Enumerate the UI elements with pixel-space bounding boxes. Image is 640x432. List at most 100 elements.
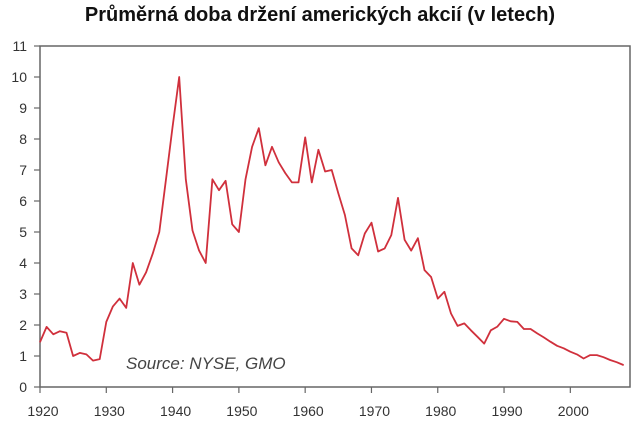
- data-point-1921: [46, 326, 48, 328]
- data-point-1940: [171, 126, 174, 128]
- x-axis: 1920 1930 1940 1950 1960 1970 1980 1990 2000: [27, 387, 589, 419]
- data-point-1935: [138, 284, 141, 286]
- data-point-1987: [483, 343, 485, 345]
- data-point-1989: [496, 325, 499, 328]
- data-point-1971: [377, 250, 379, 253]
- source-annotation: Source: NYSE, GMO: [126, 354, 286, 373]
- y-tick-label: 5: [19, 224, 27, 240]
- data-point-1933: [125, 307, 127, 309]
- data-point-2000: [569, 351, 571, 353]
- data-point-1991: [510, 320, 512, 322]
- data-point-1968: [357, 254, 359, 256]
- data-point-1972: [384, 247, 386, 250]
- data-point-1923: [59, 330, 61, 332]
- y-axis: 0 1 2 3 4 5 6 7 8 9 10 11: [11, 38, 40, 395]
- data-point-2004: [596, 354, 598, 356]
- data-point-2008: [622, 364, 624, 366]
- x-tick-label: 1970: [359, 403, 390, 419]
- data-point-1959: [297, 181, 300, 183]
- data-point-1932: [118, 298, 121, 300]
- data-point-1929: [99, 358, 101, 360]
- data-point-1947: [218, 189, 220, 191]
- x-tick-label: 1990: [491, 403, 522, 419]
- data-point-1976: [410, 250, 412, 252]
- data-point-1924: [65, 332, 68, 334]
- data-point-2002: [582, 357, 585, 360]
- plot-frame: [39, 45, 631, 388]
- data-point-1978: [423, 269, 426, 271]
- data-point-1983: [457, 325, 459, 327]
- data-point-1974: [397, 197, 399, 199]
- data-point-1996: [543, 336, 545, 338]
- data-point-1927: [85, 353, 88, 356]
- data-point-1985: [470, 329, 472, 331]
- data-point-1979: [430, 276, 432, 278]
- data-point-1999: [563, 347, 565, 349]
- data-point-1943: [191, 229, 194, 232]
- data-point-1930: [105, 321, 107, 323]
- data-point-1941: [178, 76, 180, 78]
- data-point-1980: [437, 298, 439, 300]
- data-point-1998: [556, 345, 558, 347]
- data-point-2005: [602, 356, 605, 358]
- x-tick-label: 1920: [27, 403, 58, 419]
- data-point-1931: [112, 305, 114, 307]
- data-point-1963: [324, 170, 326, 173]
- data-point-1966: [344, 214, 346, 216]
- y-tick-label: 6: [19, 193, 27, 209]
- data-point-1920: [39, 341, 41, 343]
- data-point-1926: [79, 352, 81, 354]
- y-tick-label: 7: [19, 162, 27, 178]
- data-point-1994: [529, 328, 532, 330]
- data-point-1925: [72, 355, 74, 357]
- data-point-1990: [503, 318, 505, 320]
- data-point-1957: [284, 172, 286, 174]
- y-tick-label: 2: [19, 317, 27, 333]
- data-point-1988: [490, 329, 492, 331]
- y-tick-label: 9: [19, 100, 27, 116]
- data-point-1969: [364, 232, 366, 235]
- data-point-1946: [211, 178, 213, 180]
- data-point-1954: [264, 164, 266, 166]
- series-line: [39, 76, 624, 366]
- data-point-1964: [331, 169, 333, 171]
- data-point-1937: [152, 253, 154, 255]
- data-point-1997: [549, 341, 552, 343]
- data-point-1938: [158, 231, 160, 233]
- y-tick-label: 1: [19, 348, 27, 364]
- x-tick-label: 1940: [160, 403, 191, 419]
- data-point-1986: [476, 336, 479, 338]
- data-point-1965: [337, 192, 339, 194]
- data-point-1967: [350, 247, 353, 250]
- y-tick-label: 4: [19, 255, 27, 271]
- data-point-1956: [278, 161, 280, 163]
- y-tick-label: 11: [12, 38, 27, 54]
- x-tick-label: 2000: [558, 403, 589, 419]
- data-point-1962: [317, 149, 320, 151]
- data-point-1973: [390, 234, 392, 236]
- data-point-1952: [251, 146, 253, 148]
- data-point-1922: [52, 333, 54, 335]
- data-point-1970: [370, 222, 373, 224]
- data-point-1993: [523, 328, 525, 330]
- data-point-1949: [231, 223, 233, 225]
- data-point-1992: [516, 321, 518, 323]
- data-point-1934: [132, 262, 134, 264]
- y-tick-label: 8: [19, 131, 27, 147]
- data-point-2003: [589, 354, 591, 356]
- y-tick-label: 0: [19, 379, 27, 395]
- data-point-1944: [198, 250, 200, 252]
- data-point-1955: [271, 146, 273, 148]
- chart-title: Průměrná doba držení amerických akcií (v…: [84, 4, 556, 26]
- data-point-1961: [311, 181, 313, 183]
- data-point-1960: [304, 136, 306, 139]
- data-point-1981: [443, 291, 445, 293]
- data-point-2006: [609, 359, 611, 361]
- x-tick-label: 1960: [293, 403, 324, 419]
- data-point-1928: [92, 360, 94, 362]
- y-tick-label: 10: [11, 69, 27, 85]
- x-tick-label: 1950: [226, 403, 257, 419]
- data-point-1945: [205, 262, 207, 264]
- data-point-1995: [536, 332, 538, 334]
